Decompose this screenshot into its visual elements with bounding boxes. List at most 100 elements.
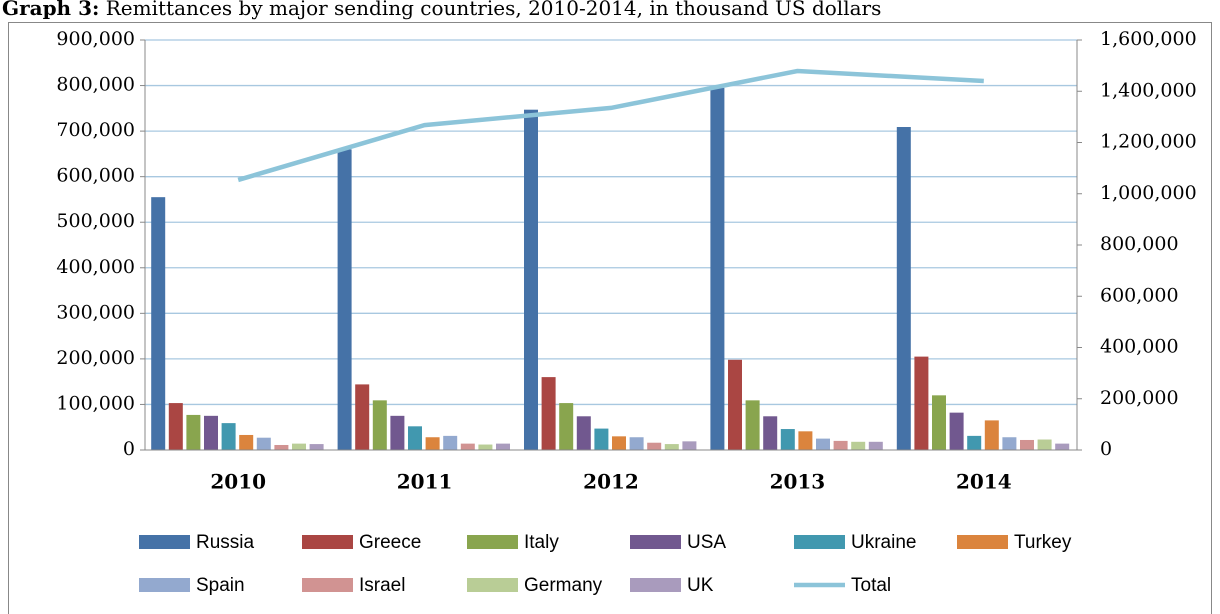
bar <box>256 437 271 450</box>
bar <box>1037 439 1052 450</box>
y2-tick-label: 1,600,000 <box>1100 28 1197 50</box>
y2-tick-label: 200,000 <box>1100 387 1179 409</box>
legend-label: Spain <box>196 575 245 596</box>
bar <box>221 423 236 450</box>
bar <box>151 197 166 450</box>
bar <box>664 444 679 450</box>
legend-label: Germany <box>524 575 603 596</box>
bar <box>1055 443 1070 450</box>
bar <box>309 444 324 450</box>
legend-label: UK <box>687 575 714 596</box>
bar <box>390 415 405 450</box>
legend-label: Russia <box>196 532 255 553</box>
y2-tick-label: 1,200,000 <box>1100 131 1197 153</box>
y-tick-label: 900,000 <box>56 28 135 50</box>
y2-tick-label: 1,400,000 <box>1100 79 1197 101</box>
bar <box>868 441 883 450</box>
bar <box>745 400 760 450</box>
bar <box>576 416 591 450</box>
legend-swatch <box>139 578 190 592</box>
legend-label: Israel <box>359 575 405 596</box>
x-tick-label: 2014 <box>956 470 1012 494</box>
bar <box>896 127 911 450</box>
legend-swatch <box>467 535 518 549</box>
bar <box>682 441 697 450</box>
bar <box>443 435 458 450</box>
line-series <box>237 68 984 183</box>
bar <box>168 403 183 450</box>
legend-swatch <box>467 578 518 592</box>
chart-title: Graph 3: Remittances by major sending co… <box>2 0 881 20</box>
bar <box>355 384 370 450</box>
bar <box>204 415 218 450</box>
bar <box>816 438 830 450</box>
bar <box>780 429 795 450</box>
bar <box>949 412 964 450</box>
bar <box>460 443 475 450</box>
y2-tick-label: 400,000 <box>1100 336 1179 358</box>
bar <box>292 443 306 450</box>
bar <box>559 403 574 450</box>
y-tick-label: 200,000 <box>56 347 135 369</box>
bar <box>629 437 644 450</box>
bar <box>710 87 725 450</box>
legend-swatch <box>139 535 190 549</box>
bar <box>984 420 999 450</box>
x-tick-label: 2010 <box>210 470 266 494</box>
bar <box>524 109 538 450</box>
bar <box>408 426 422 450</box>
bar <box>833 440 848 450</box>
bar <box>186 414 201 450</box>
legend-swatch <box>302 578 353 592</box>
legend-swatch <box>630 535 681 549</box>
y-tick-label: 800,000 <box>56 74 135 96</box>
x-tick-label: 2012 <box>583 470 639 494</box>
y-tick-label: 100,000 <box>56 392 135 414</box>
bar <box>594 428 609 450</box>
legend-swatch <box>630 578 681 592</box>
legend-label: Greece <box>359 532 421 553</box>
bar <box>914 356 929 450</box>
bar <box>647 442 662 450</box>
legend-swatch <box>957 535 1008 549</box>
bar <box>728 359 742 450</box>
x-tick-label: 2013 <box>770 470 826 494</box>
bar <box>425 437 440 450</box>
legend-label: USA <box>687 532 726 553</box>
bar <box>967 435 982 450</box>
bar <box>851 441 866 450</box>
y-tick-label: 600,000 <box>56 165 135 187</box>
bar <box>496 443 510 450</box>
legend-label: Italy <box>524 532 559 553</box>
title-label: Graph 3: <box>2 0 99 20</box>
y-tick-label: 0 <box>123 438 135 460</box>
legend-swatch <box>794 535 845 549</box>
title-text: Remittances by major sending countries, … <box>106 0 882 20</box>
legend-label: Turkey <box>1014 532 1072 553</box>
bar <box>1020 439 1034 450</box>
bar <box>763 416 778 450</box>
y2-tick-label: 600,000 <box>1100 284 1179 306</box>
bar <box>541 377 556 450</box>
chart-frame <box>8 22 1212 614</box>
y2-tick-label: 0 <box>1100 438 1112 460</box>
legend-swatch <box>302 535 353 549</box>
bar <box>337 149 352 451</box>
y2-tick-label: 800,000 <box>1100 233 1179 255</box>
y-tick-label: 500,000 <box>56 210 135 232</box>
bar <box>239 434 254 450</box>
y-tick-label: 300,000 <box>56 301 135 323</box>
bar <box>478 444 493 450</box>
bar <box>372 400 387 450</box>
bar <box>932 395 946 450</box>
bar <box>612 436 626 450</box>
bar <box>1002 437 1017 450</box>
y-tick-label: 400,000 <box>56 256 135 278</box>
bar <box>274 444 289 450</box>
legend-label: Ukraine <box>851 532 916 553</box>
bar <box>798 431 813 450</box>
y-tick-label: 700,000 <box>56 119 135 141</box>
legend-label: Total <box>851 575 891 596</box>
x-tick-label: 2011 <box>397 470 453 494</box>
